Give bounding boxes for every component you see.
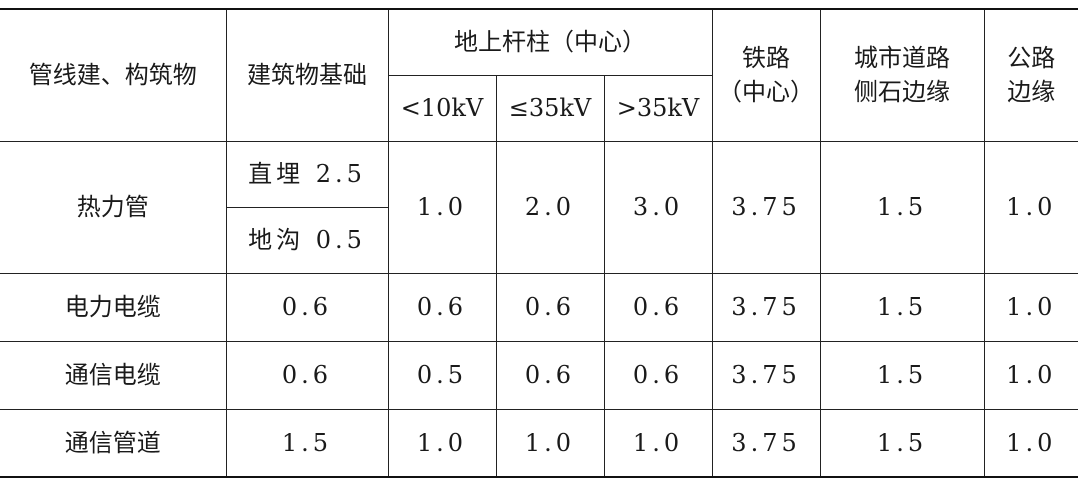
cell-pole-lt10: 0.5 xyxy=(387,340,497,410)
cell-pole-le35: 0.6 xyxy=(495,340,605,410)
cell-pole-le35: 2.0 xyxy=(495,140,605,274)
table-row: 电力电缆 0.6 0.6 0.6 0.6 3.75 1.5 1.0 xyxy=(0,272,1078,342)
table-row: 热力管 直埋 2.5 1.0 2.0 3.0 3.75 1.5 1.0 xyxy=(0,140,1078,274)
header-pole-group: 地上杆柱（中心） xyxy=(387,8,713,76)
cell-pole-gt35: 3.0 xyxy=(603,140,713,274)
cell-highway: 1.0 xyxy=(983,140,1078,274)
header-road-line1: 城市道路 xyxy=(854,44,951,73)
cell-road: 1.5 xyxy=(819,340,985,410)
table-row: 通信电缆 0.6 0.5 0.6 0.6 3.75 1.5 1.0 xyxy=(0,340,1078,410)
cell-rail: 3.75 xyxy=(711,408,821,478)
cell-rail: 3.75 xyxy=(711,140,821,274)
header-structure: 管线建、构筑物 xyxy=(0,8,227,142)
cell-foundation: 0.6 xyxy=(225,272,389,342)
row-name: 通信电缆 xyxy=(0,340,227,410)
cell-pole-lt10: 1.0 xyxy=(387,140,497,274)
row-name: 电力电缆 xyxy=(0,272,227,342)
clearance-table: 管线建、构筑物 建筑物基础 地上杆柱（中心） 铁路 （中心） 城市道路 侧石边缘… xyxy=(0,8,1078,478)
row-name: 热力管 xyxy=(0,140,227,274)
header-pole-gt35: >35kV xyxy=(603,74,713,142)
header-row-1: 管线建、构筑物 建筑物基础 地上杆柱（中心） 铁路 （中心） 城市道路 侧石边缘… xyxy=(0,8,1078,142)
cell-pole-lt10: 1.0 xyxy=(387,408,497,478)
clearance-table-container: 管线建、构筑物 建筑物基础 地上杆柱（中心） 铁路 （中心） 城市道路 侧石边缘… xyxy=(0,8,1078,478)
cell-pole-lt10: 0.6 xyxy=(387,272,497,342)
cell-highway: 1.0 xyxy=(983,272,1078,342)
cell-pole-le35: 1.0 xyxy=(495,408,605,478)
header-pole-lt10: <10kV xyxy=(388,74,497,142)
header-row-2: <10kV ≤35kV >35kV xyxy=(0,74,1078,142)
row-name: 通信管道 xyxy=(0,408,227,478)
header-highway-line1: 公路 xyxy=(1007,44,1056,73)
header-rail: 铁路 （中心） xyxy=(711,8,821,142)
header-highway: 公路 边缘 xyxy=(983,8,1078,142)
cell-pole-gt35: 0.6 xyxy=(603,272,713,342)
cell-foundation: 0.6 xyxy=(225,340,389,410)
header-pole-le35: ≤35kV xyxy=(495,74,605,142)
header-foundation: 建筑物基础 xyxy=(225,8,389,142)
cell-foundation: 1.5 xyxy=(225,408,389,478)
header-road-line2: 侧石边缘 xyxy=(854,78,951,107)
cell-highway: 1.0 xyxy=(983,340,1078,410)
foundation-direct-burial: 直埋 2.5 xyxy=(225,140,389,208)
cell-rail: 3.75 xyxy=(711,272,821,342)
table-row: 通信管道 1.5 1.0 1.0 1.0 3.75 1.5 1.0 xyxy=(0,408,1078,478)
header-road: 城市道路 侧石边缘 xyxy=(819,8,985,142)
cell-highway: 1.0 xyxy=(983,408,1078,478)
cell-road: 1.5 xyxy=(819,140,985,274)
cell-pole-le35: 0.6 xyxy=(495,272,605,342)
cell-pole-gt35: 0.6 xyxy=(603,340,713,410)
cell-pole-gt35: 1.0 xyxy=(603,408,713,478)
cell-road: 1.5 xyxy=(819,272,985,342)
cell-road: 1.5 xyxy=(819,408,985,478)
header-rail-line2: （中心） xyxy=(718,78,815,107)
foundation-trench: 地沟 0.5 xyxy=(226,206,388,274)
cell-rail: 3.75 xyxy=(711,340,821,410)
header-rail-line1: 铁路 xyxy=(742,44,791,73)
header-highway-line2: 边缘 xyxy=(1007,78,1056,107)
